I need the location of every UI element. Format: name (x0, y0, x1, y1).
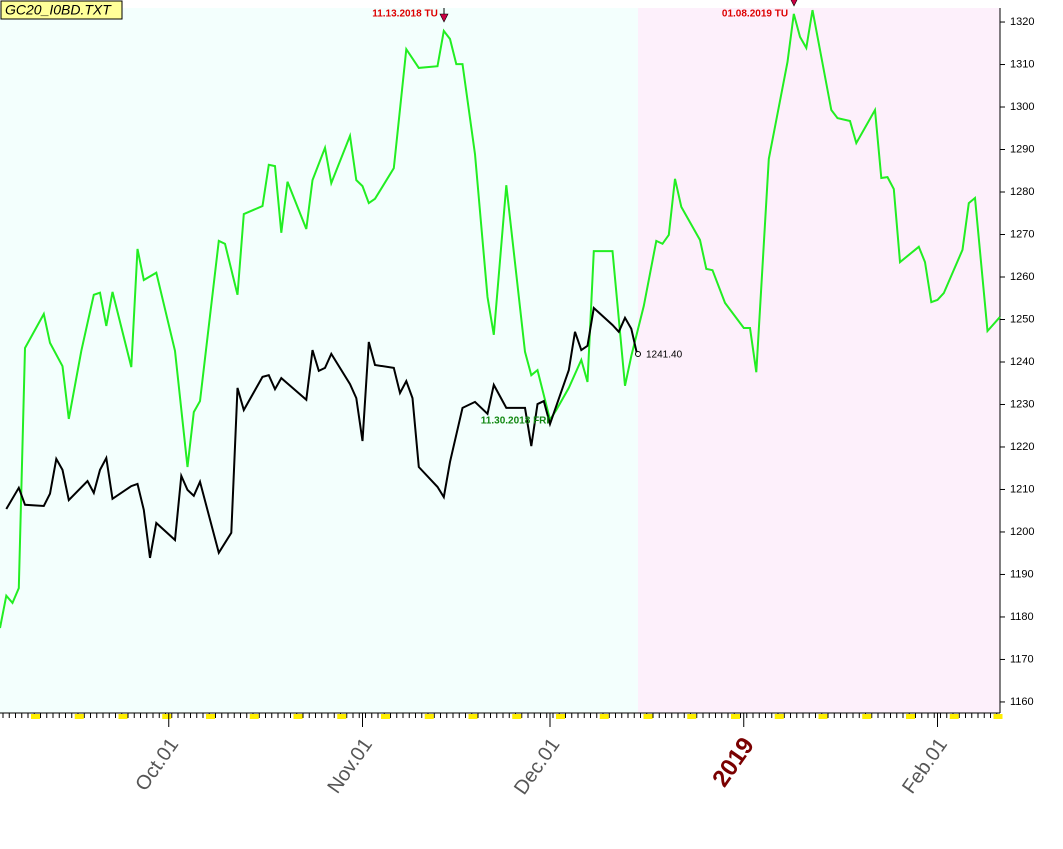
annotation: 01.08.2019 TU (722, 9, 788, 20)
marker-arrow (790, 0, 798, 7)
y-tick-label: 1170 (1010, 653, 1034, 665)
y-tick-label: 1290 (1010, 143, 1034, 155)
session-background (0, 8, 638, 713)
y-tick-label: 1200 (1010, 526, 1034, 538)
week-marker (337, 714, 347, 719)
week-marker (468, 714, 478, 719)
y-tick-label: 1240 (1010, 356, 1034, 368)
x-tick-label: 2019 (707, 733, 760, 792)
week-marker (74, 714, 84, 719)
last-point (635, 351, 641, 357)
y-tick-label: 1320 (1010, 16, 1034, 28)
y-tick-label: 1310 (1010, 58, 1034, 70)
week-marker (118, 714, 128, 719)
series-line (0, 9, 1001, 629)
week-marker (512, 714, 522, 719)
week-marker (906, 714, 915, 719)
x-tick-label: Oct.01 (131, 734, 183, 795)
week-marker (818, 714, 828, 719)
week-marker (949, 714, 959, 719)
y-tick-label: 1220 (1010, 441, 1034, 453)
session-background (638, 8, 1000, 713)
week-marker (162, 714, 172, 719)
week-marker (293, 714, 303, 719)
y-tick-label: 1160 (1010, 696, 1034, 708)
y-tick-label: 1280 (1010, 186, 1034, 198)
title-box (0, 0, 123, 20)
week-marker (687, 714, 697, 719)
y-tick-label: 1270 (1010, 228, 1034, 240)
week-marker (206, 714, 215, 719)
week-marker (643, 714, 653, 719)
y-tick-label: 1250 (1010, 313, 1034, 325)
annotation: 1241.40 (646, 350, 683, 361)
week-marker (599, 714, 609, 719)
week-marker (731, 714, 740, 719)
week-marker (993, 714, 1003, 719)
y-tick-label: 1230 (1010, 398, 1034, 410)
x-tick-label: Feb.01 (898, 734, 952, 798)
week-marker (556, 714, 565, 719)
y-tick-label: 1300 (1010, 101, 1034, 113)
x-tick-label: Nov.01 (323, 734, 377, 797)
y-tick-label: 1180 (1010, 611, 1034, 623)
week-marker (249, 714, 259, 719)
y-tick-label: 1260 (1010, 271, 1034, 283)
week-marker (381, 714, 390, 719)
series-line (5, 306, 639, 559)
week-marker (31, 714, 40, 719)
week-marker (774, 714, 784, 719)
week-marker (424, 714, 434, 719)
annotation: 11.30.2018 FRI (481, 416, 550, 427)
annotation: 11.13.2018 TU (372, 9, 438, 20)
y-tick-label: 1210 (1010, 483, 1034, 495)
chart-title: GC20_I0BD.TXT (5, 2, 112, 18)
week-marker (862, 714, 872, 719)
y-tick-label: 1190 (1010, 568, 1034, 580)
x-tick-label: Dec.01 (510, 734, 564, 799)
